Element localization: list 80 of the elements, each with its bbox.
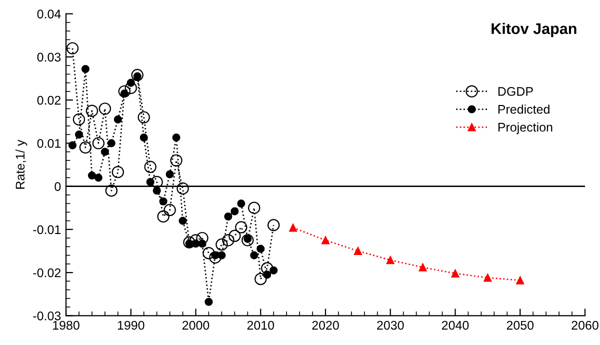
x-tick-label: 2030 [377,320,404,330]
point [176,182,189,195]
point [131,68,144,82]
x-tick-label: 2010 [247,320,274,330]
x-tick-label: 2020 [312,320,339,330]
point [144,160,156,174]
point [237,200,246,208]
point [222,234,234,246]
point [138,111,150,124]
point [256,244,265,253]
text: Kitov Japan [492,22,576,38]
x-tick-label: 1980 [53,320,80,330]
y-tick-label: -0.02 [33,268,61,278]
point [170,154,182,167]
y-tick-label: 0 [54,182,61,191]
point [150,176,163,188]
y-tick-label: 0.03 [37,52,61,62]
point [88,171,96,180]
point [105,184,118,197]
y-tick-label: 0.01 [37,138,61,148]
point [224,212,232,221]
point [100,148,109,156]
point [183,236,196,248]
point [202,247,215,260]
point [164,204,176,216]
point [289,224,298,232]
point [235,221,248,234]
point [86,104,98,117]
legend-label: DGDP [498,87,533,96]
point [107,139,116,148]
point [248,202,260,214]
point [254,272,267,286]
point [172,134,180,142]
point [230,207,239,216]
point [72,113,86,126]
point [118,85,130,98]
point [354,246,362,256]
y-tick-label: 0.04 [37,10,61,18]
point [321,236,330,244]
point [166,170,174,178]
point [386,256,394,264]
point [114,115,122,124]
point [267,219,280,232]
point [516,276,524,284]
legend-label: Projection [498,122,552,134]
point [418,263,427,272]
point [451,269,460,278]
point [79,141,92,154]
point [157,210,170,223]
point [140,134,148,142]
point [178,216,187,225]
x-tick-label: 1990 [118,320,144,330]
legend-label: Predicted [498,104,550,114]
point [484,274,492,282]
point [216,238,228,251]
point [196,232,208,244]
point [92,137,105,150]
x-tick-label: 2000 [182,320,210,330]
x-tick-label: 2050 [506,320,534,330]
point [74,130,83,139]
point [209,251,222,264]
x-tick-label: 2060 [572,320,598,330]
point [228,230,241,242]
point [68,141,77,150]
y-tick-label: -0.03 [33,311,61,320]
point [250,251,258,260]
point [94,174,102,182]
point [112,166,124,178]
x-tick-label: 2040 [442,320,469,330]
point [204,298,213,306]
y-axis-title: Rate,1/ y [15,140,28,189]
point [66,42,79,54]
point [98,102,112,115]
point [159,197,168,206]
point [242,234,254,246]
point [261,262,274,274]
point [124,82,137,94]
point [81,64,90,74]
y-tick-label: -0.01 [33,225,61,234]
y-tick-label: 0.02 [37,96,61,105]
